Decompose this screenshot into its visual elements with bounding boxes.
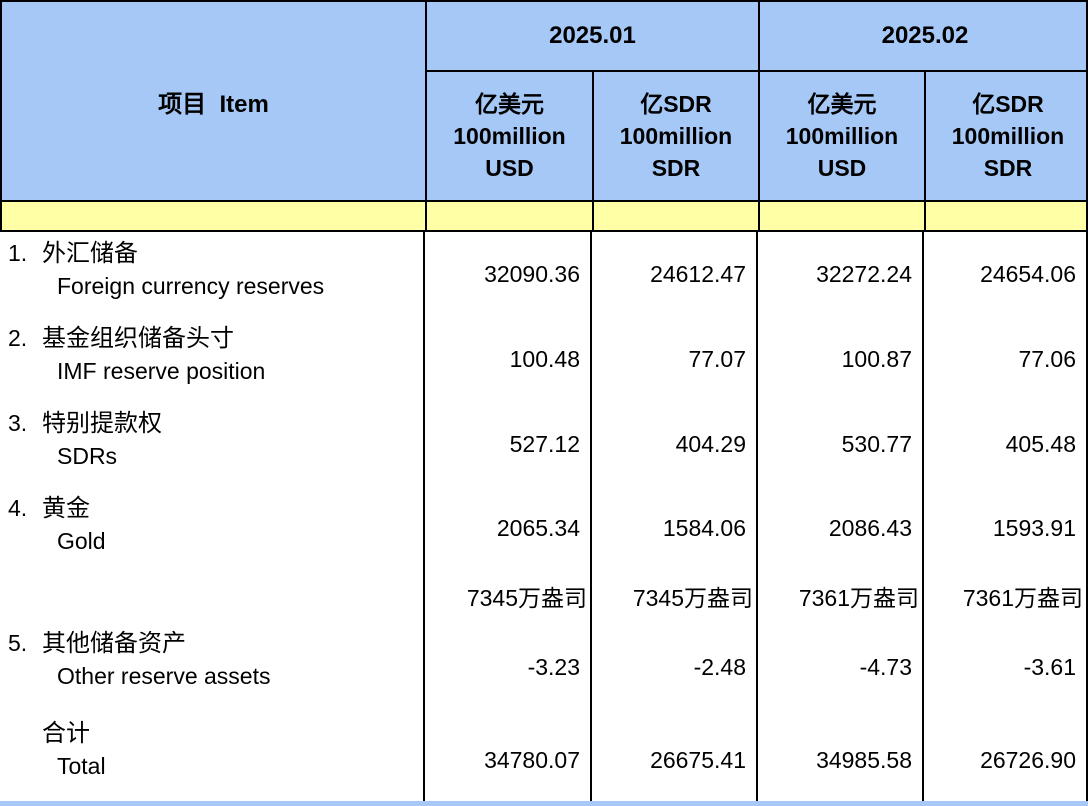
table-row-sdrs: 3. 特别提款权 SDRs 527.12 404.29 530.77 405.48 bbox=[0, 402, 1088, 487]
row-number: 4. bbox=[8, 495, 28, 521]
separator-cell bbox=[425, 202, 592, 230]
row-label-zh: 基金组织储备头寸 bbox=[42, 325, 234, 352]
item-column-header: 项目 Item bbox=[158, 90, 269, 118]
value-cell: -4.73 bbox=[756, 622, 922, 712]
separator-row bbox=[0, 202, 1088, 232]
unit-line: SDR bbox=[983, 155, 1033, 181]
table-body: 1. 外汇储备 Foreign currency reserves 32090.3… bbox=[0, 232, 1088, 806]
row-label-zh: 其他储备资产 bbox=[42, 630, 186, 657]
row-label-zh: 特别提款权 bbox=[42, 410, 162, 437]
row-number: 2. bbox=[8, 325, 28, 351]
period-header-2025-01: 2025.01 bbox=[425, 2, 758, 72]
row-label: 4. 黄金 Gold bbox=[0, 487, 423, 570]
unit-line: USD bbox=[485, 155, 534, 181]
row-label: 合计 Total bbox=[0, 712, 423, 806]
value-cell: 7345万盎司 bbox=[590, 570, 756, 622]
row-label-en: Other reserve assets bbox=[57, 663, 271, 689]
value-cell: 77.07 bbox=[590, 317, 756, 402]
unit-line: 亿SDR bbox=[640, 91, 712, 117]
value-cell: 530.77 bbox=[756, 402, 922, 487]
row-number: 3. bbox=[8, 410, 28, 436]
unit-line: USD bbox=[817, 155, 867, 181]
value-cell: 34985.58 bbox=[756, 712, 922, 806]
value-cell: 32090.36 bbox=[423, 232, 590, 317]
unit-line: 亿美元 bbox=[475, 91, 544, 117]
unit-line: SDR bbox=[651, 155, 701, 181]
row-number: 1. bbox=[8, 240, 28, 266]
separator-cell bbox=[2, 202, 425, 230]
unit-line: 亿美元 bbox=[807, 91, 877, 117]
row-label-zh: 外汇储备 bbox=[42, 240, 138, 267]
separator-cell bbox=[758, 202, 924, 230]
table-header: 项目 Item 2025.01 2025.02 亿美元 100million U… bbox=[0, 0, 1088, 202]
row-label: 3. 特别提款权 SDRs bbox=[0, 402, 423, 487]
unit-line: 100million bbox=[453, 123, 566, 149]
value-cell: 100.48 bbox=[423, 317, 590, 402]
row-number: 5. bbox=[8, 630, 28, 656]
period-header-2025-02: 2025.02 bbox=[758, 2, 1088, 72]
row-label: 2. 基金组织储备头寸 IMF reserve position bbox=[0, 317, 423, 402]
value-cell: 7361万盎司 bbox=[922, 570, 1088, 622]
unit-line: 100million bbox=[951, 123, 1065, 149]
value-cell: 1584.06 bbox=[590, 487, 756, 570]
unit-header-usd-1: 亿美元 100million USD bbox=[425, 72, 592, 200]
row-label-zh: 黄金 bbox=[42, 495, 90, 522]
unit-line: 亿SDR bbox=[972, 91, 1044, 117]
row-label-en: SDRs bbox=[57, 443, 118, 469]
table-row-other-reserve-assets: 5. 其他储备资产 Other reserve assets -3.23 -2.4… bbox=[0, 622, 1088, 712]
row-label-zh: 合计 bbox=[42, 720, 90, 747]
value-cell: 1593.91 bbox=[922, 487, 1088, 570]
table-row-imf-reserve-position: 2. 基金组织储备头寸 IMF reserve position 100.48 7… bbox=[0, 317, 1088, 402]
table-row-gold-ounces: 7345万盎司 7345万盎司 7361万盎司 7361万盎司 bbox=[0, 570, 1088, 622]
separator-cell bbox=[924, 202, 1088, 230]
table-row-gold: 4. 黄金 Gold 2065.34 1584.06 2086.43 1593.9… bbox=[0, 487, 1088, 570]
value-cell: 405.48 bbox=[922, 402, 1088, 487]
value-cell: 7361万盎司 bbox=[756, 570, 922, 622]
row-label: 1. 外汇储备 Foreign currency reserves bbox=[0, 232, 423, 317]
value-cell: -2.48 bbox=[590, 622, 756, 712]
value-cell: 2086.43 bbox=[756, 487, 922, 570]
value-cell: 34780.07 bbox=[423, 712, 590, 806]
value-cell: 24654.06 bbox=[922, 232, 1088, 317]
row-label-en: Total bbox=[57, 753, 106, 779]
unit-line: 100million bbox=[785, 123, 899, 149]
row-label-en: Foreign currency reserves bbox=[57, 273, 325, 299]
row-label-en: Gold bbox=[57, 528, 106, 554]
separator-cell bbox=[592, 202, 758, 230]
unit-header-sdr-2: 亿SDR 100million SDR bbox=[924, 72, 1088, 200]
value-cell: 77.06 bbox=[922, 317, 1088, 402]
value-cell: -3.61 bbox=[922, 622, 1088, 712]
unit-line: 100million bbox=[619, 123, 733, 149]
value-cell: 7345万盎司 bbox=[423, 570, 590, 622]
value-cell: 24612.47 bbox=[590, 232, 756, 317]
value-cell: -3.23 bbox=[423, 622, 590, 712]
value-cell: 26726.90 bbox=[922, 712, 1088, 806]
value-cell: 32272.24 bbox=[756, 232, 922, 317]
table-row-foreign-currency-reserves: 1. 外汇储备 Foreign currency reserves 32090.3… bbox=[0, 232, 1088, 317]
row-label: 5. 其他储备资产 Other reserve assets bbox=[0, 622, 423, 712]
next-section-edge bbox=[0, 801, 1088, 806]
value-cell: 2065.34 bbox=[423, 487, 590, 570]
unit-header-sdr-1: 亿SDR 100million SDR bbox=[592, 72, 758, 200]
value-cell: 100.87 bbox=[756, 317, 922, 402]
row-label bbox=[0, 570, 423, 622]
value-cell: 527.12 bbox=[423, 402, 590, 487]
row-label-en: IMF reserve position bbox=[57, 358, 266, 384]
table-row-total: 合计 Total 34780.07 26675.41 34985.58 2672… bbox=[0, 712, 1088, 806]
unit-header-usd-2: 亿美元 100million USD bbox=[758, 72, 924, 200]
value-cell: 404.29 bbox=[590, 402, 756, 487]
value-cell: 26675.41 bbox=[590, 712, 756, 806]
